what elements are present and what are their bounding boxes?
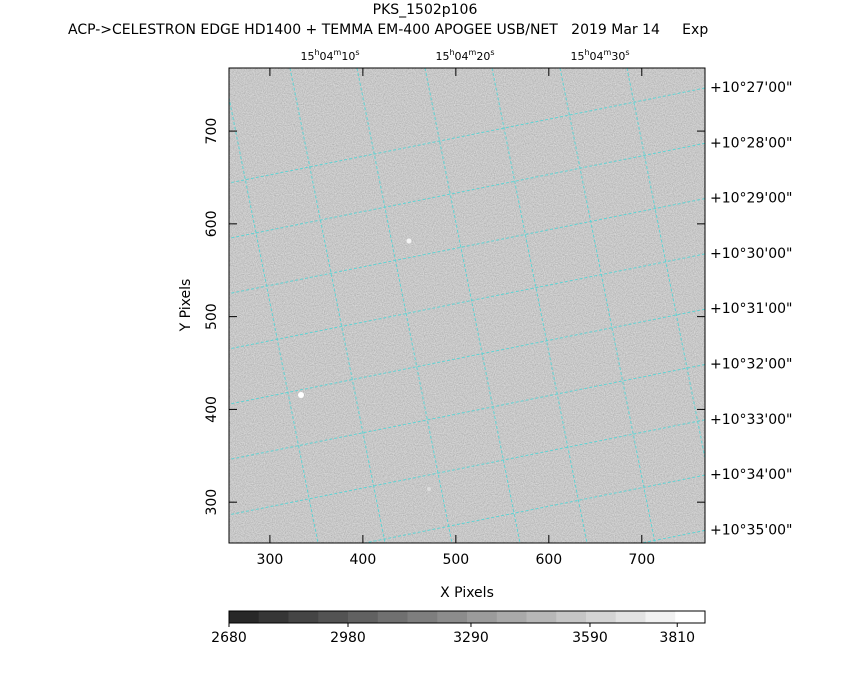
colorbar-tick-label: 3810	[659, 630, 695, 646]
colorbar-step	[348, 611, 379, 623]
y-tick-label: 300	[204, 489, 220, 516]
y-axis-label: Y Pixels	[178, 279, 194, 333]
dec-label: +10°35'00"	[710, 522, 792, 538]
colorbar-step	[496, 611, 527, 623]
plot-frame	[228, 67, 706, 544]
dec-grid-line	[229, 198, 705, 295]
colorbar-step	[526, 611, 557, 623]
star	[427, 487, 431, 491]
x-tick-label: 500	[442, 552, 469, 568]
dec-label: +10°27'00"	[710, 80, 792, 96]
x-axis-label: X Pixels	[440, 585, 494, 601]
colorbar-step	[675, 611, 706, 623]
star	[298, 392, 304, 398]
colorbar-step	[229, 611, 260, 623]
dec-grid-line	[229, 364, 705, 460]
ra-grid-line-minor	[491, 68, 588, 543]
ra-grid-line-minor	[229, 95, 319, 543]
dec-grid-line	[229, 419, 705, 516]
y-tick-label: 500	[204, 303, 220, 330]
star	[406, 238, 412, 244]
y-tick-label: 400	[204, 396, 220, 423]
dec-label: +10°34'00"	[710, 467, 792, 483]
chart-subtitle: ACP->CELESTRON EDGE HD1400 + TEMMA EM-40…	[68, 22, 708, 38]
ra-grid-line	[424, 68, 521, 543]
colorbar-step	[556, 611, 587, 623]
ra-grid-line-minor	[356, 68, 453, 543]
colorbar-step	[377, 611, 408, 623]
x-tick-label: 600	[535, 552, 562, 568]
colorbar-step	[467, 611, 498, 623]
dec-label: +10°29'00"	[710, 191, 792, 207]
colorbar-tick-label: 2680	[211, 630, 247, 646]
colorbar-tick-label: 3590	[572, 630, 608, 646]
ra-label: 15h04m20s	[435, 48, 494, 63]
x-tick-label: 300	[257, 552, 284, 568]
y-tick-label: 600	[204, 210, 220, 237]
dec-grid-line	[229, 142, 705, 239]
x-tick-label: 700	[628, 552, 655, 568]
image	[229, 68, 705, 543]
ra-label: 15h04m10s	[300, 48, 359, 63]
chart-title: PKS_1502p106	[373, 2, 478, 18]
colorbar-step	[318, 611, 349, 623]
image-pixels	[229, 68, 705, 543]
wcs-grid	[229, 68, 705, 543]
colorbar-step	[258, 611, 289, 623]
ra-grid-line	[559, 68, 656, 543]
colorbar-step	[288, 611, 319, 623]
dec-label: +10°31'00"	[710, 301, 792, 317]
x-tick-label: 400	[350, 552, 377, 568]
colorbar-step	[437, 611, 468, 623]
ra-grid-line	[289, 68, 386, 543]
colorbar: 2680 2980 3290 3590 3810	[211, 610, 706, 646]
dec-label: +10°28'00"	[710, 135, 792, 151]
dec-label: +10°30'00"	[710, 246, 792, 262]
colorbar-tick-label: 3290	[453, 630, 489, 646]
dec-grid-line	[229, 87, 705, 184]
dec-grid-line	[229, 253, 705, 350]
ra-label: 15h04m30s	[570, 48, 629, 63]
star	[463, 186, 467, 190]
y-tick-label: 700	[204, 118, 220, 145]
colorbar-step	[615, 611, 646, 623]
ra-grid-line-minor	[626, 68, 705, 461]
dec-grid-line	[362, 474, 705, 543]
dec-label: +10°33'00"	[710, 412, 792, 428]
colorbar-step	[407, 611, 438, 623]
colorbar-frame	[228, 610, 706, 624]
colorbar-step	[645, 611, 676, 623]
dec-grid-line	[229, 308, 705, 405]
dec-label: +10°32'00"	[710, 357, 792, 373]
colorbar-tick-label: 2980	[330, 630, 366, 646]
colorbar-step	[586, 611, 617, 623]
